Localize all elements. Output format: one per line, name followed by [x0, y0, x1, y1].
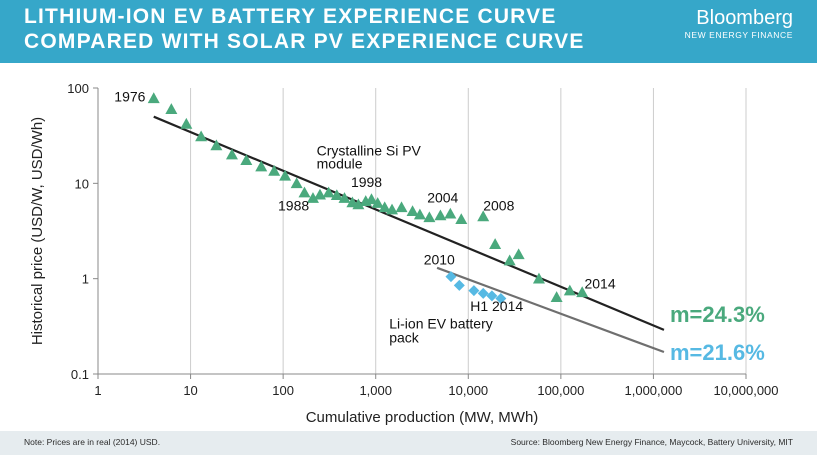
liion-data-point: [495, 292, 507, 304]
pv-data-point: [371, 197, 384, 208]
y-tick-label: 10: [75, 176, 89, 191]
pv-data-point: [338, 192, 351, 203]
liion-fit-line: [436, 266, 665, 354]
pv-data-point: [330, 189, 343, 201]
pv-data-point: [423, 211, 436, 223]
annotation-label: 2010: [424, 252, 455, 268]
x-tick-label: 10,000: [448, 383, 488, 398]
pv-data-point: [406, 205, 419, 217]
pv-data-point: [255, 160, 268, 172]
x-axis-title: Cumulative production (MW, MWh): [306, 409, 539, 426]
liion-series: [445, 271, 507, 304]
pv-data-point: [434, 209, 447, 221]
pv-data-point: [512, 248, 525, 260]
pv-data-point: [165, 103, 178, 114]
x-tick-label: 1: [94, 383, 101, 398]
pv-data-point: [306, 192, 319, 203]
x-tick-label: 1,000: [359, 383, 392, 398]
pv-data-point: [225, 148, 238, 160]
pv-series: [147, 92, 589, 302]
annotation-label: 2008: [483, 197, 514, 213]
annotation-label: pack: [389, 329, 420, 345]
annotation-label: Crystalline Si PV: [317, 143, 422, 159]
chart-title-line-1: LITHIUM-ION EV BATTERY EXPERIENCE CURVE: [24, 5, 557, 28]
pv-data-point: [268, 164, 281, 176]
pv-data-point: [210, 139, 223, 151]
pv-data-point: [489, 238, 502, 249]
annotation-label: 2014: [584, 275, 615, 291]
pv-data-point: [395, 201, 408, 213]
pv-data-point: [576, 286, 589, 298]
pv-data-point: [147, 92, 160, 104]
footnote: Note: Prices are in real (2014) USD.: [24, 437, 161, 447]
bloomberg-logo: Bloomberg NEW ENERGY FINANCE: [685, 7, 793, 41]
pv-data-point: [444, 207, 457, 219]
pv-data-point: [290, 177, 303, 189]
pv-data-point: [279, 169, 292, 181]
liion-slope-label: m=21.6%: [670, 340, 765, 365]
experience-curve-chart: 0.1 1 10 100 1 10 100 1,000 10,000 100,000 1,000,0…: [29, 81, 779, 426]
x-tick-label: 100,000: [537, 383, 584, 398]
pv-data-point: [378, 201, 391, 213]
pv-data-point: [550, 291, 563, 302]
pv-data-point: [455, 213, 468, 225]
y-tick-label: 0.1: [71, 367, 89, 382]
y-tick-label: 1: [82, 272, 89, 287]
pv-data-point: [195, 130, 208, 142]
chart-title-line-2: COMPARED WITH SOLAR PV EXPERIENCE CURVE: [24, 30, 585, 53]
annotation-label: 1988: [278, 197, 309, 213]
pv-data-point: [503, 254, 516, 266]
pv-data-point: [477, 210, 490, 222]
pv-slope-label: m=24.3%: [670, 302, 765, 327]
pv-data-point: [352, 198, 365, 210]
annotation-label: 1976: [114, 89, 145, 105]
pv-data-point: [313, 188, 326, 200]
pv-data-point: [413, 208, 426, 220]
pv-data-point: [322, 186, 335, 198]
y-tick-label: 100: [67, 81, 89, 96]
axes: 0.1 1 10 100 1 10 100 1,000 10,000 100,000 1,000,0…: [67, 81, 778, 398]
brand-subtitle: NEW ENERGY FINANCE: [684, 30, 793, 40]
pv-data-point: [365, 193, 378, 205]
annotation-label: Li-ion EV battery: [389, 316, 493, 332]
x-tick-label: 1,000,000: [625, 383, 683, 398]
source-note: Source: Bloomberg New Energy Finance, Ma…: [510, 437, 793, 447]
y-axis-title: Historical price (USD/W, USD/Wh): [29, 117, 46, 345]
x-tick-label: 10: [183, 383, 197, 398]
annotation-label: module: [317, 156, 363, 172]
liion-data-point: [453, 279, 465, 291]
annotation-label: 1998: [351, 174, 382, 190]
header-banner: LITHIUM-ION EV BATTERY EXPERIENCE CURVE …: [0, 0, 817, 63]
x-tick-label: 10,000,000: [713, 383, 778, 398]
liion-data-point: [445, 271, 457, 283]
annotation-label: H1 2014: [470, 298, 523, 314]
pv-data-point: [386, 203, 399, 215]
footer: Note: Prices are in real (2014) USD. Sou…: [0, 431, 817, 455]
annotation-label: 2004: [427, 189, 458, 205]
liion-data-point: [486, 290, 498, 302]
pv-data-point: [240, 154, 253, 165]
pv-data-point: [298, 186, 311, 198]
liion-data-point: [468, 285, 480, 297]
liion-data-point: [477, 287, 489, 299]
x-tick-label: 100: [272, 383, 294, 398]
grid: [190, 88, 747, 374]
pv-data-point: [180, 117, 193, 129]
brand-name: Bloomberg: [696, 7, 793, 29]
pv-data-point: [563, 284, 576, 296]
pv-data-point: [532, 272, 545, 284]
